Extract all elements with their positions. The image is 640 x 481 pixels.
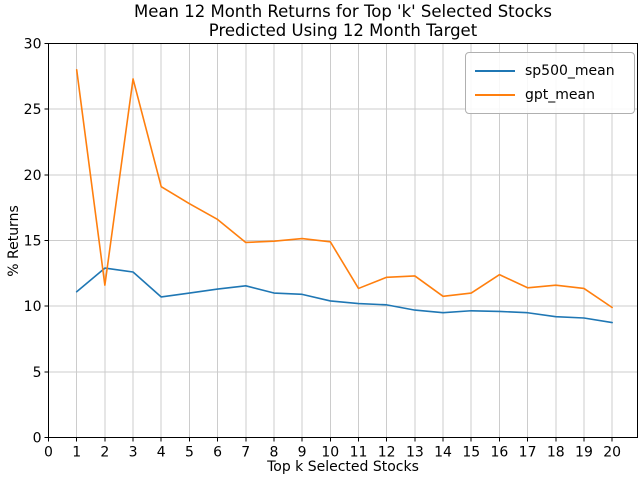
chart-title-block: Mean 12 Month Returns for Top 'k' Select… — [48, 2, 638, 40]
x-tick-label: 6 — [213, 445, 222, 461]
x-tick-label: 3 — [129, 445, 138, 461]
chart-title: Mean 12 Month Returns for Top 'k' Select… — [134, 2, 552, 21]
x-tick-label: 5 — [185, 445, 194, 461]
legend-entry-gpt: gpt_mean — [475, 83, 624, 107]
x-tick-label: 12 — [378, 445, 396, 461]
y-tick-label: 30 — [24, 37, 42, 53]
legend-entry-sp500: sp500_mean — [475, 59, 624, 83]
y-tick-label: 25 — [24, 102, 42, 118]
legend-label-gpt: gpt_mean — [525, 87, 595, 103]
series-line-sp500_mean — [75, 267, 613, 324]
x-axis-label: Top k Selected Stocks — [267, 459, 419, 475]
y-axis-label: % Returns — [6, 205, 22, 277]
legend-label-sp500: sp500_mean — [525, 63, 615, 79]
y-tick-label: 20 — [24, 168, 42, 184]
y-tick-label: 5 — [33, 365, 42, 381]
x-tick-label: 15 — [462, 445, 480, 461]
x-tick-label: 2 — [100, 445, 109, 461]
x-tick-label: 4 — [157, 445, 166, 461]
x-tick-label: 14 — [434, 445, 452, 461]
x-tick-label: 8 — [269, 445, 278, 461]
y-tick-label: 15 — [24, 234, 42, 250]
sp500-line-swatch — [475, 70, 515, 72]
series-line-gpt_mean — [75, 68, 613, 309]
x-tick-label: 20 — [603, 445, 621, 461]
gpt-line-swatch — [475, 94, 515, 96]
x-tick-label: 1 — [72, 445, 81, 461]
x-tick-label: 10 — [321, 445, 339, 461]
x-tick-label: 7 — [241, 445, 250, 461]
x-tick-label: 13 — [406, 445, 424, 461]
chart-subtitle: Predicted Using 12 Month Target — [208, 21, 478, 40]
y-tick-label: 0 — [33, 431, 42, 447]
x-tick-label: 17 — [519, 445, 537, 461]
x-tick-label: 0 — [44, 445, 53, 461]
x-tick-label: 19 — [575, 445, 593, 461]
y-tick-label: 10 — [24, 299, 42, 315]
legend: sp500_mean gpt_mean — [465, 52, 635, 114]
x-tick-label: 16 — [490, 445, 508, 461]
x-tick-label: 18 — [547, 445, 565, 461]
x-tick-label: 11 — [350, 445, 368, 461]
x-tick-label: 9 — [298, 445, 307, 461]
